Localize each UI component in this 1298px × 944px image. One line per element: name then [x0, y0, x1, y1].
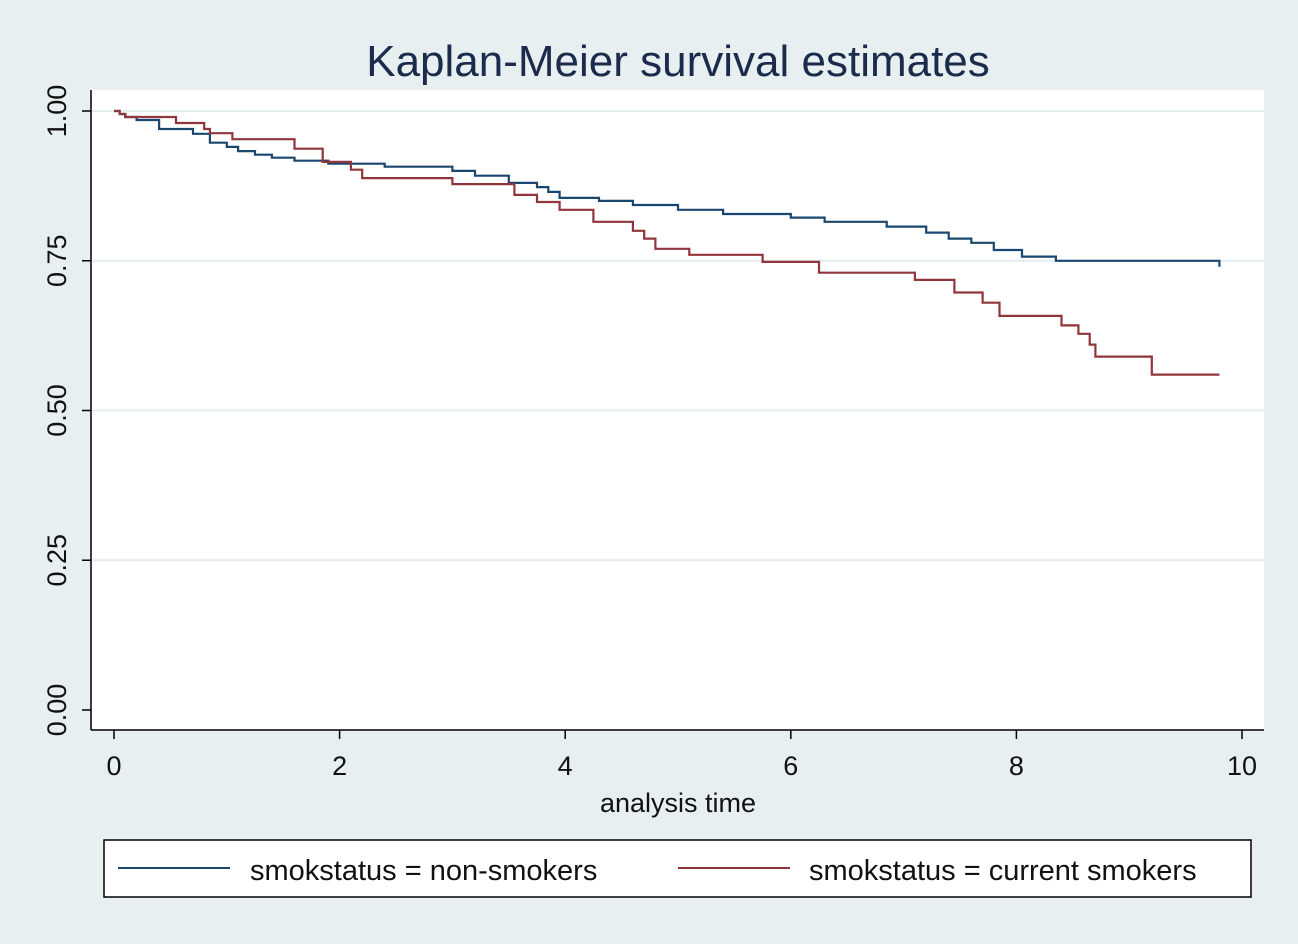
y-tick-label: 1.00: [42, 85, 72, 138]
x-tick-label: 0: [106, 751, 121, 781]
x-tick-label: 8: [1009, 751, 1024, 781]
y-axis-ticks: 0.00 0.25 0.50 0.75 1.00: [42, 85, 91, 737]
legend: smokstatus = non-smokers smokstatus = cu…: [103, 839, 1252, 898]
x-axis-label: analysis time: [600, 788, 756, 818]
legend-label-non-smokers: smokstatus = non-smokers: [250, 855, 597, 887]
legend-label-current-smokers: smokstatus = current smokers: [809, 855, 1197, 887]
y-tick-label: 0.50: [42, 384, 72, 437]
legend-box: [103, 839, 1252, 898]
x-tick-label: 2: [332, 751, 347, 781]
x-tick-label: 6: [783, 751, 798, 781]
y-tick-label: 0.75: [42, 234, 72, 287]
x-tick-label: 10: [1227, 751, 1257, 781]
chart-title: Kaplan-Meier survival estimates: [366, 37, 990, 86]
x-tick-label: 4: [558, 751, 573, 781]
x-axis-ticks: 0 2 4 6 8 10: [106, 730, 1257, 781]
y-tick-label: 0.25: [42, 534, 72, 587]
series-line-1: [114, 109, 1220, 376]
y-tick-label: 0.00: [42, 684, 72, 737]
series-lines: [114, 109, 1221, 376]
